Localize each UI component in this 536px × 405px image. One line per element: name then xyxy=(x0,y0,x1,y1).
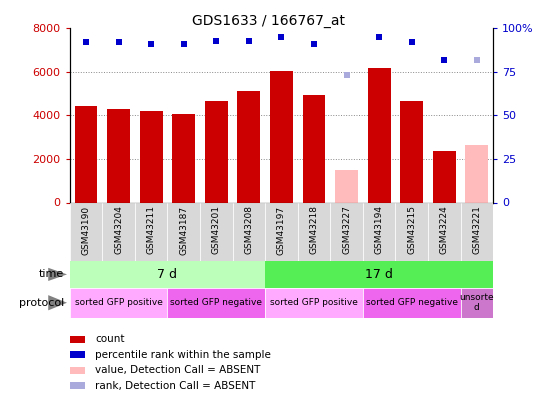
Bar xyxy=(70,288,167,318)
Text: sorted GFP positive: sorted GFP positive xyxy=(270,298,358,307)
Bar xyxy=(75,106,98,202)
Text: GSM43215: GSM43215 xyxy=(407,205,416,254)
Bar xyxy=(233,202,265,261)
Text: sorted GFP negative: sorted GFP negative xyxy=(170,298,262,307)
Text: 17 d: 17 d xyxy=(365,268,393,281)
Text: 7 d: 7 d xyxy=(158,268,177,281)
Bar xyxy=(428,202,460,261)
Bar xyxy=(70,261,265,288)
Bar xyxy=(265,288,363,318)
Bar xyxy=(140,111,162,202)
Text: sorted GFP positive: sorted GFP positive xyxy=(75,298,162,307)
Bar xyxy=(200,202,233,261)
Text: value, Detection Call = ABSENT: value, Detection Call = ABSENT xyxy=(95,365,260,375)
Text: GSM43190: GSM43190 xyxy=(81,205,91,255)
Bar xyxy=(70,351,85,358)
Bar xyxy=(270,71,293,202)
Text: GSM43208: GSM43208 xyxy=(244,205,254,254)
Text: GSM43224: GSM43224 xyxy=(440,205,449,254)
Text: GDS1633 / 166767_at: GDS1633 / 166767_at xyxy=(191,14,345,28)
Text: GSM43211: GSM43211 xyxy=(147,205,155,254)
Bar xyxy=(368,68,391,202)
Bar xyxy=(107,109,130,202)
Bar xyxy=(396,202,428,261)
Bar xyxy=(330,202,363,261)
Bar xyxy=(433,151,456,202)
Bar xyxy=(135,202,167,261)
Text: time: time xyxy=(39,269,64,279)
Bar xyxy=(460,288,493,318)
Bar xyxy=(363,288,460,318)
Text: protocol: protocol xyxy=(19,298,64,308)
Text: count: count xyxy=(95,334,124,344)
Bar xyxy=(172,114,195,202)
Bar xyxy=(465,145,488,202)
Text: rank, Detection Call = ABSENT: rank, Detection Call = ABSENT xyxy=(95,381,256,391)
Bar xyxy=(205,101,228,202)
Bar xyxy=(167,288,265,318)
Text: sorted GFP negative: sorted GFP negative xyxy=(366,298,458,307)
Text: GSM43218: GSM43218 xyxy=(309,205,318,254)
Text: GSM43201: GSM43201 xyxy=(212,205,221,254)
Bar xyxy=(400,101,423,202)
Bar xyxy=(102,202,135,261)
Bar xyxy=(70,367,85,373)
Text: GSM43204: GSM43204 xyxy=(114,205,123,254)
Bar xyxy=(297,202,330,261)
Bar xyxy=(363,202,396,261)
Text: GSM43221: GSM43221 xyxy=(472,205,481,254)
Bar xyxy=(237,92,260,202)
Bar xyxy=(70,202,102,261)
Text: unsorte
d: unsorte d xyxy=(459,293,494,312)
Bar xyxy=(303,95,325,202)
Bar xyxy=(265,202,297,261)
Polygon shape xyxy=(48,295,67,310)
Bar xyxy=(460,202,493,261)
Polygon shape xyxy=(48,268,67,281)
Bar xyxy=(265,261,493,288)
Text: GSM43197: GSM43197 xyxy=(277,205,286,255)
Text: GSM43227: GSM43227 xyxy=(342,205,351,254)
Bar xyxy=(167,202,200,261)
Bar xyxy=(70,382,85,389)
Text: percentile rank within the sample: percentile rank within the sample xyxy=(95,350,271,360)
Text: GSM43194: GSM43194 xyxy=(375,205,384,254)
Bar xyxy=(70,336,85,343)
Text: GSM43187: GSM43187 xyxy=(179,205,188,255)
Bar xyxy=(335,170,358,202)
